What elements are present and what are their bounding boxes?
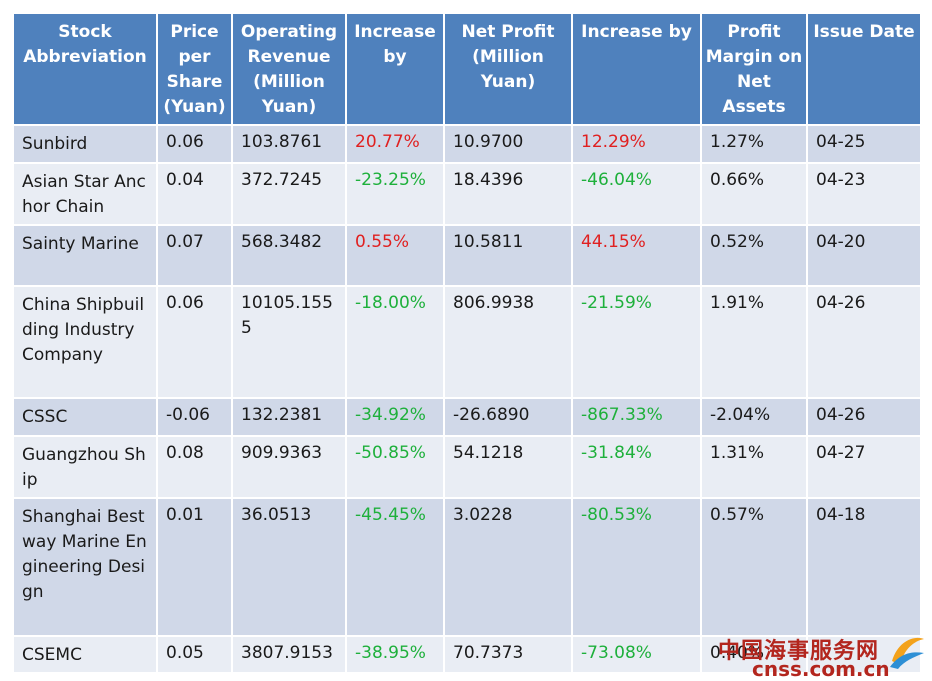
cell-price: 0.05 <box>156 635 233 674</box>
cell-issue-date: 04-18 <box>806 497 922 637</box>
cnss-logo-icon <box>888 631 926 675</box>
cell-issue-date: 04-26 <box>806 397 922 437</box>
cell-price: 0.04 <box>156 162 233 226</box>
financial-table: Stock Abbreviation Price per Share (Yuan… <box>12 12 922 674</box>
cell-revenue-increase: 0.55% <box>345 224 445 287</box>
cell-price: 0.08 <box>156 435 233 499</box>
cell-profit-margin: -2.04% <box>700 397 808 437</box>
watermark-text-cn: 中国海事服务网 <box>718 639 880 664</box>
cell-stock-name: Sainty Marine <box>12 224 158 287</box>
cell-revenue: 36.0513 <box>231 497 347 637</box>
cell-profit-margin: 0.66% <box>700 162 808 226</box>
watermark-text-en: cnss.com.cn <box>752 657 890 681</box>
cell-revenue-increase: -50.85% <box>345 435 445 499</box>
cell-profit-increase: -31.84% <box>571 435 702 499</box>
cell-price: 0.01 <box>156 497 233 637</box>
cell-net-profit: 70.7373 <box>443 635 573 674</box>
cell-profit-increase: 44.15% <box>571 224 702 287</box>
cell-revenue-increase: -18.00% <box>345 285 445 399</box>
cell-revenue: 132.2381 <box>231 397 347 437</box>
cell-profit-margin: 0.40% <box>700 635 808 674</box>
cell-revenue: 568.3482 <box>231 224 347 287</box>
cell-issue-date: 04-23 <box>806 162 922 226</box>
cell-stock-name: Asian Star Anchor Chain <box>12 162 158 226</box>
cell-net-profit: 10.9700 <box>443 124 573 164</box>
table-row: Asian Star Anchor Chain 0.04 372.7245 -2… <box>12 162 922 226</box>
cell-price: -0.06 <box>156 397 233 437</box>
cell-revenue: 10105.1555 <box>231 285 347 399</box>
cell-net-profit: -26.6890 <box>443 397 573 437</box>
cell-revenue-increase: 20.77% <box>345 124 445 164</box>
table-row: CSSC -0.06 132.2381 -34.92% -26.6890 -86… <box>12 397 922 437</box>
cell-stock-name: CSSC <box>12 397 158 437</box>
cell-revenue: 103.8761 <box>231 124 347 164</box>
cell-issue-date: 04-26 <box>806 285 922 399</box>
cell-revenue-increase: -38.95% <box>345 635 445 674</box>
cell-stock-name: Shanghai Bestway Marine Engineering Desi… <box>12 497 158 637</box>
cell-profit-increase: -21.59% <box>571 285 702 399</box>
cell-issue-date: 04-25 <box>806 124 922 164</box>
table-row: Shanghai Bestway Marine Engineering Desi… <box>12 497 922 637</box>
cell-profit-margin: 1.91% <box>700 285 808 399</box>
cell-revenue: 3807.9153 <box>231 635 347 674</box>
table-header-row: Stock Abbreviation Price per Share (Yuan… <box>12 12 922 126</box>
header-profit-increase: Increase by <box>571 12 702 126</box>
cell-revenue-increase: -23.25% <box>345 162 445 226</box>
cell-net-profit: 3.0228 <box>443 497 573 637</box>
cell-profit-margin: 0.57% <box>700 497 808 637</box>
header-stock-abbreviation: Stock Abbreviation <box>12 12 158 126</box>
cell-revenue: 372.7245 <box>231 162 347 226</box>
cell-stock-name: China Shipbuilding Industry Company <box>12 285 158 399</box>
cell-net-profit: 806.9938 <box>443 285 573 399</box>
cell-price: 0.06 <box>156 124 233 164</box>
table-row: Guangzhou Ship 0.08 909.9363 -50.85% 54.… <box>12 435 922 499</box>
header-net-profit: Net Profit (Million Yuan) <box>443 12 573 126</box>
cell-profit-increase: -73.08% <box>571 635 702 674</box>
header-profit-margin: Profit Margin on Net Assets <box>700 12 808 126</box>
cell-stock-name: Guangzhou Ship <box>12 435 158 499</box>
cell-stock-name: Sunbird <box>12 124 158 164</box>
cell-net-profit: 54.1218 <box>443 435 573 499</box>
header-revenue-increase: Increase by <box>345 12 445 126</box>
cell-revenue-increase: -45.45% <box>345 497 445 637</box>
cell-stock-name: CSEMC <box>12 635 158 674</box>
cell-profit-margin: 1.27% <box>700 124 808 164</box>
cnss-watermark: 中国海事服务网 cnss.com.cn <box>716 629 926 681</box>
table-row: CSEMC 0.05 3807.9153 -38.95% 70.7373 -73… <box>12 635 922 674</box>
cell-revenue: 909.9363 <box>231 435 347 499</box>
table-body: Sunbird 0.06 103.8761 20.77% 10.9700 12.… <box>12 124 922 674</box>
header-issue-date: Issue Date <box>806 12 922 126</box>
cell-issue-date: 04-27 <box>806 435 922 499</box>
table-row: China Shipbuilding Industry Company 0.06… <box>12 285 922 399</box>
cell-issue-date: 04-20 <box>806 224 922 287</box>
cell-profit-margin: 1.31% <box>700 435 808 499</box>
header-price-per-share: Price per Share (Yuan) <box>156 12 233 126</box>
table-row: Sunbird 0.06 103.8761 20.77% 10.9700 12.… <box>12 124 922 164</box>
cell-profit-margin: 0.52% <box>700 224 808 287</box>
cell-price: 0.06 <box>156 285 233 399</box>
cell-profit-increase: 12.29% <box>571 124 702 164</box>
cell-revenue-increase: -34.92% <box>345 397 445 437</box>
cell-price: 0.07 <box>156 224 233 287</box>
cell-profit-increase: -867.33% <box>571 397 702 437</box>
cell-profit-increase: -46.04% <box>571 162 702 226</box>
header-operating-revenue: Operating Revenue (Million Yuan) <box>231 12 347 126</box>
cell-net-profit: 18.4396 <box>443 162 573 226</box>
table-row: Sainty Marine 0.07 568.3482 0.55% 10.581… <box>12 224 922 287</box>
cell-net-profit: 10.5811 <box>443 224 573 287</box>
cell-profit-increase: -80.53% <box>571 497 702 637</box>
